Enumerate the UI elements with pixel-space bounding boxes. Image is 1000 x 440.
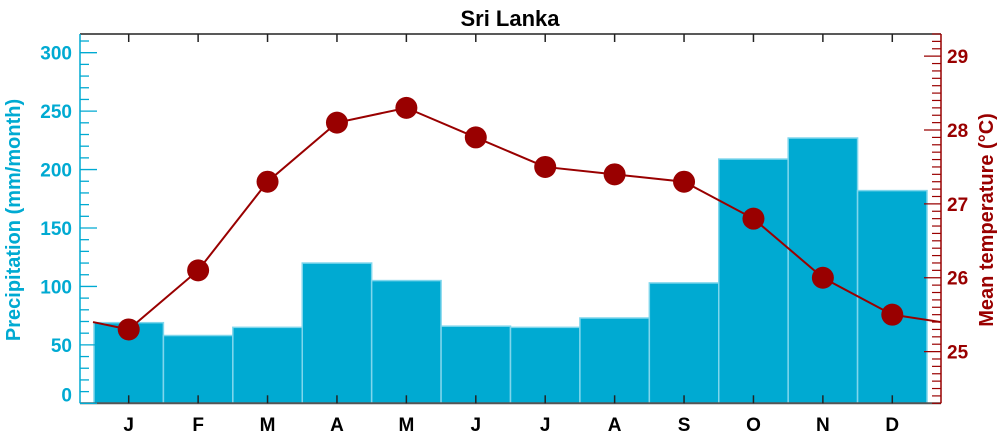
x-tick-label: S — [678, 415, 691, 435]
precipitation-bar — [440, 325, 512, 405]
precipitation-bar — [648, 282, 720, 405]
axes: J F M A M J J A S O N D 0 50 100 150 200 250 300 25 26 27 28 29 — [40, 33, 969, 436]
y-tick-label-left: 0 — [61, 385, 72, 406]
temperature-point — [117, 318, 140, 341]
precipitation-bar — [718, 158, 789, 405]
precipitation-bar — [370, 279, 442, 405]
y-tick-label-right: 25 — [947, 343, 969, 364]
temperature-point — [256, 170, 279, 193]
precipitation-bar — [579, 317, 651, 405]
x-tick-label: J — [540, 415, 551, 435]
temperature-point — [603, 163, 626, 186]
precipitation-bar — [232, 326, 303, 405]
y-tick-label-left: 250 — [40, 102, 72, 123]
x-tick-label: J — [123, 415, 134, 435]
y-tick-label-left: 200 — [40, 161, 72, 182]
y-tick-label-left: 300 — [40, 44, 72, 65]
y-tick-label-left: 150 — [40, 219, 72, 240]
x-tick-label: A — [608, 415, 622, 435]
temperature-point — [742, 207, 765, 230]
x-tick-label: D — [885, 415, 899, 435]
y-axis-right-label: Mean temperature (°C) — [976, 113, 998, 327]
y-axis-left-label: Precipitation (mm/month) — [3, 99, 25, 341]
temperature-line — [92, 96, 942, 341]
x-tick-label: M — [398, 415, 414, 435]
precipitation-bars — [93, 137, 928, 405]
chart-title: Sri Lanka — [460, 6, 560, 31]
temperature-point — [325, 111, 348, 134]
y-tick-label-right: 29 — [947, 47, 968, 68]
y-tick-label-right: 28 — [947, 121, 968, 142]
precipitation-bar — [301, 262, 373, 405]
temperature-point — [673, 170, 696, 193]
precipitation-bar — [856, 189, 928, 405]
y-tick-label-right: 26 — [947, 269, 968, 290]
temperature-point — [534, 155, 557, 178]
x-tick-label: J — [471, 415, 482, 435]
x-tick-label: N — [816, 415, 830, 435]
y-tick-label-left: 100 — [40, 277, 72, 298]
temperature-point — [395, 96, 418, 119]
precipitation-bar — [162, 334, 234, 405]
temperature-point — [464, 126, 487, 149]
temperature-point — [187, 259, 210, 282]
y-tick-label-left: 50 — [51, 336, 72, 357]
temperature-point — [811, 266, 834, 289]
x-tick-label: M — [260, 415, 276, 435]
x-tick-label: O — [746, 415, 761, 435]
y-tick-label-right: 27 — [947, 195, 968, 216]
x-tick-label: F — [192, 415, 204, 435]
temperature-point — [881, 303, 904, 326]
x-tick-label: A — [330, 415, 344, 435]
precipitation-bar — [509, 326, 581, 405]
temperature-line-path — [92, 106, 942, 331]
